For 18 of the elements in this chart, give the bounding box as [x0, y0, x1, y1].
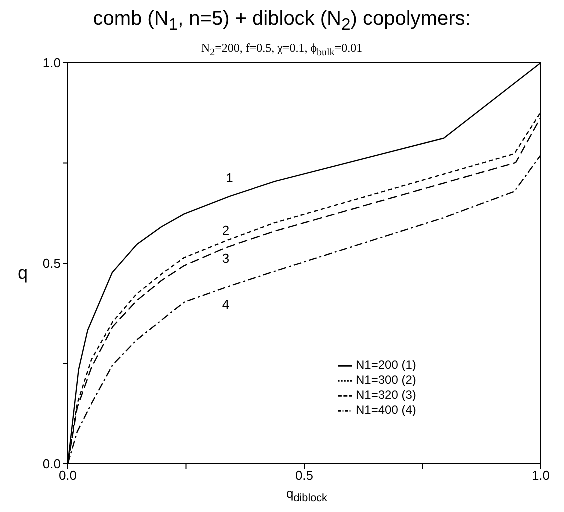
legend-label: N1=300 (2): [356, 373, 416, 388]
legend-label: N1=400 (4): [356, 402, 416, 417]
x-tick-label: 0.0: [58, 468, 78, 484]
y-tick-label: 0.5: [42, 256, 61, 272]
legend-label: N1=200 (1): [356, 358, 416, 372]
annotation: 4: [222, 297, 230, 312]
annotation: 1: [226, 170, 234, 186]
annotation: 3: [222, 251, 230, 266]
legend-label: N1=320 (3): [356, 388, 416, 402]
x-tick-label: 0.5: [295, 468, 314, 484]
x-axis-title: q$_{diblock}$: [286, 486, 328, 505]
chart-title: comb (N$_{1}$, n=5) + diblock (N$_{2}$) copolymers:: [92, 8, 472, 35]
y-axis-title: q: [18, 263, 28, 284]
chart-subtitle: N$_{2}$=200, f=0.5, χ=0.1, ϕ$_{bulk}$=0.01: [201, 41, 363, 58]
y-tick-label: 0.0: [42, 457, 61, 472]
y-tick-label: 1.0: [42, 56, 61, 72]
annotation: 2: [222, 223, 230, 238]
x-tick-label: 1.0: [532, 468, 550, 484]
